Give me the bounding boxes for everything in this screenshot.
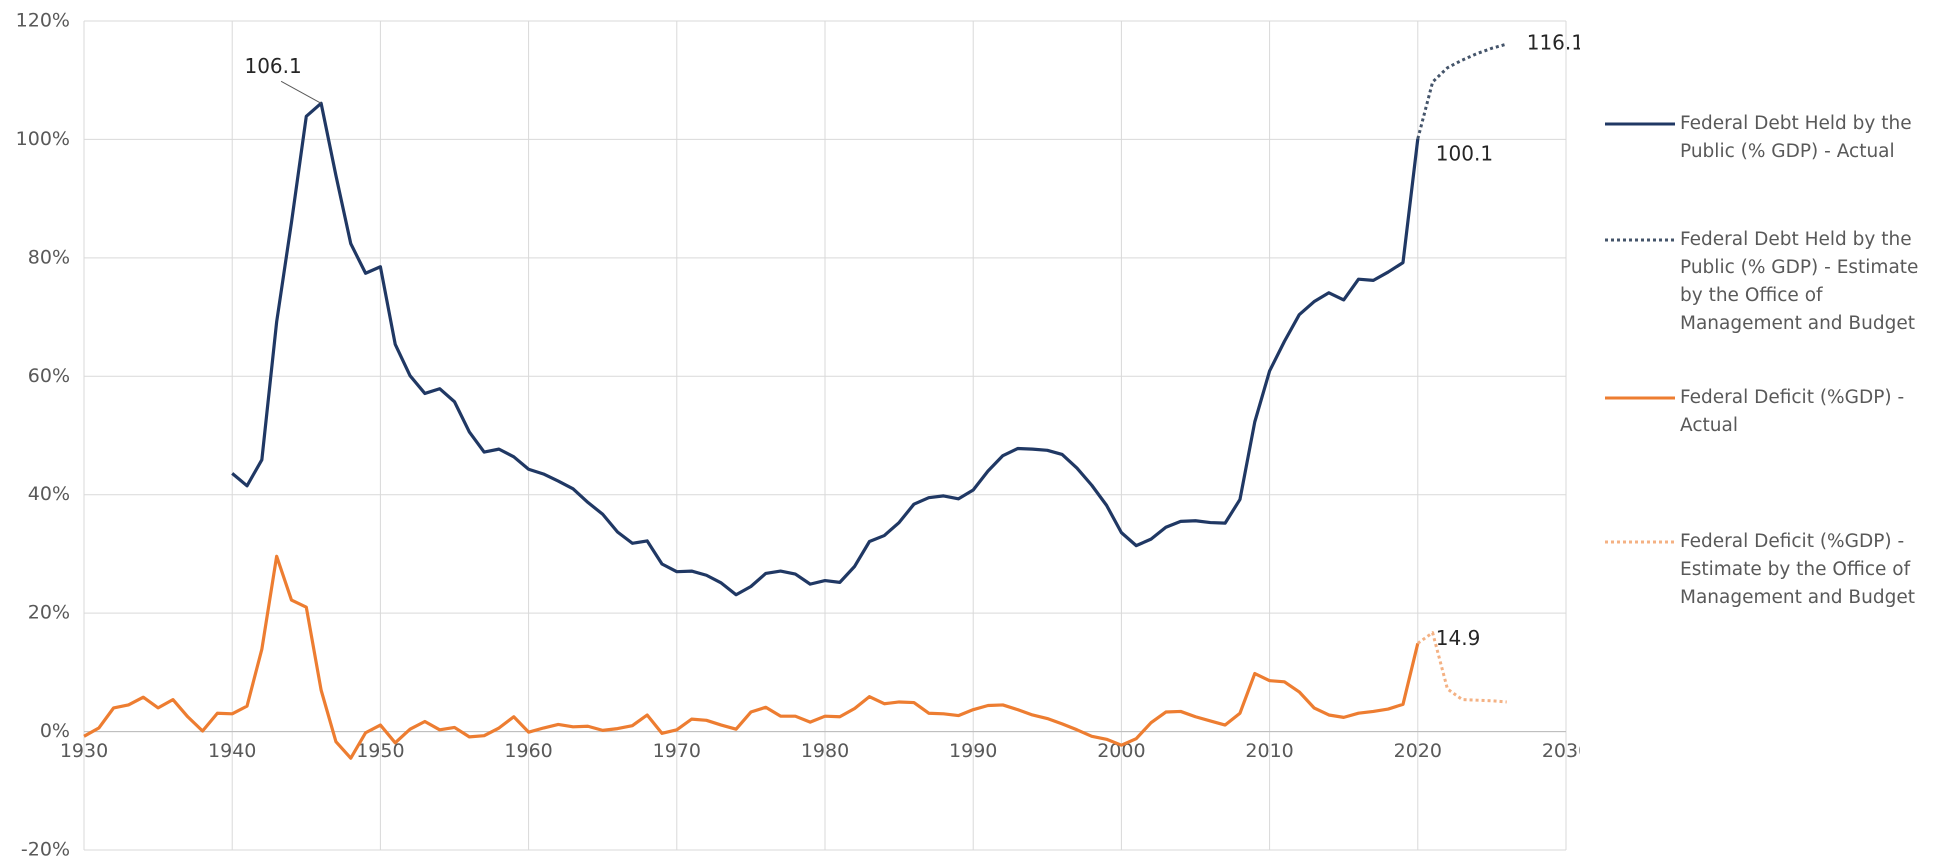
series-line (231, 101, 1420, 597)
legend-label: Federal Deficit (%GDP) - Estimate by the… (1680, 531, 1915, 608)
legend-item: Federal Deficit (%GDP) - Estimate by the… (1600, 528, 1935, 612)
y-tick-label: 20% (28, 602, 70, 624)
x-tick-label: 1970 (653, 740, 701, 762)
legend-swatch (1605, 396, 1675, 400)
legend-label: Federal Debt Held by the Public (% GDP) … (1680, 113, 1912, 162)
x-tick-label: 1990 (949, 740, 997, 762)
series-line (83, 554, 1420, 760)
legend-item: Federal Debt Held by the Public (% GDP) … (1600, 226, 1935, 338)
chart: -20% 0% 20% 40% 60% 80% 100% 120% 1930 1940 1950 19… (16, 10, 1580, 861)
y-tick-label: 120% (16, 10, 70, 32)
x-tick-label: 1950 (356, 740, 404, 762)
y-tick-label: 100% (16, 128, 70, 150)
y-tick-label: 60% (28, 365, 70, 387)
series-line (1416, 42, 1508, 140)
series-line (1416, 631, 1507, 704)
legend-label: Federal Debt Held by the Public (% GDP) … (1680, 229, 1919, 334)
legend-item: Federal Debt Held by the Public (% GDP) … (1600, 110, 1935, 166)
annotation-leader (280, 80, 322, 104)
legend-swatch (1605, 122, 1675, 126)
legend-swatch (1605, 540, 1675, 544)
legend-item: Federal Deficit (%GDP) - Actual (1600, 384, 1935, 440)
x-tick-label: 1980 (801, 740, 849, 762)
x-tick-label: 1960 (504, 740, 552, 762)
y-tick-label: -20% (21, 839, 70, 861)
y-tick-label: 40% (28, 483, 70, 505)
x-tick-label: 2030 (1542, 740, 1580, 762)
x-tick-label: 2000 (1097, 740, 1145, 762)
x-tick-label: 1940 (208, 740, 256, 762)
annotation: 106.1 (244, 54, 301, 78)
x-tick-label: 2020 (1394, 740, 1442, 762)
legend-swatch (1605, 238, 1675, 242)
y-tick-label: 0% (40, 720, 70, 742)
annotation: 100.1 (1436, 141, 1493, 165)
x-tick-label: 1930 (60, 740, 108, 762)
legend-label: Federal Deficit (%GDP) - Actual (1680, 387, 1905, 436)
annotation: 116.1 (1527, 31, 1580, 55)
annotation: 14.9 (1436, 626, 1481, 650)
x-tick-label: 2010 (1245, 740, 1293, 762)
y-tick-label: 80% (28, 246, 70, 268)
